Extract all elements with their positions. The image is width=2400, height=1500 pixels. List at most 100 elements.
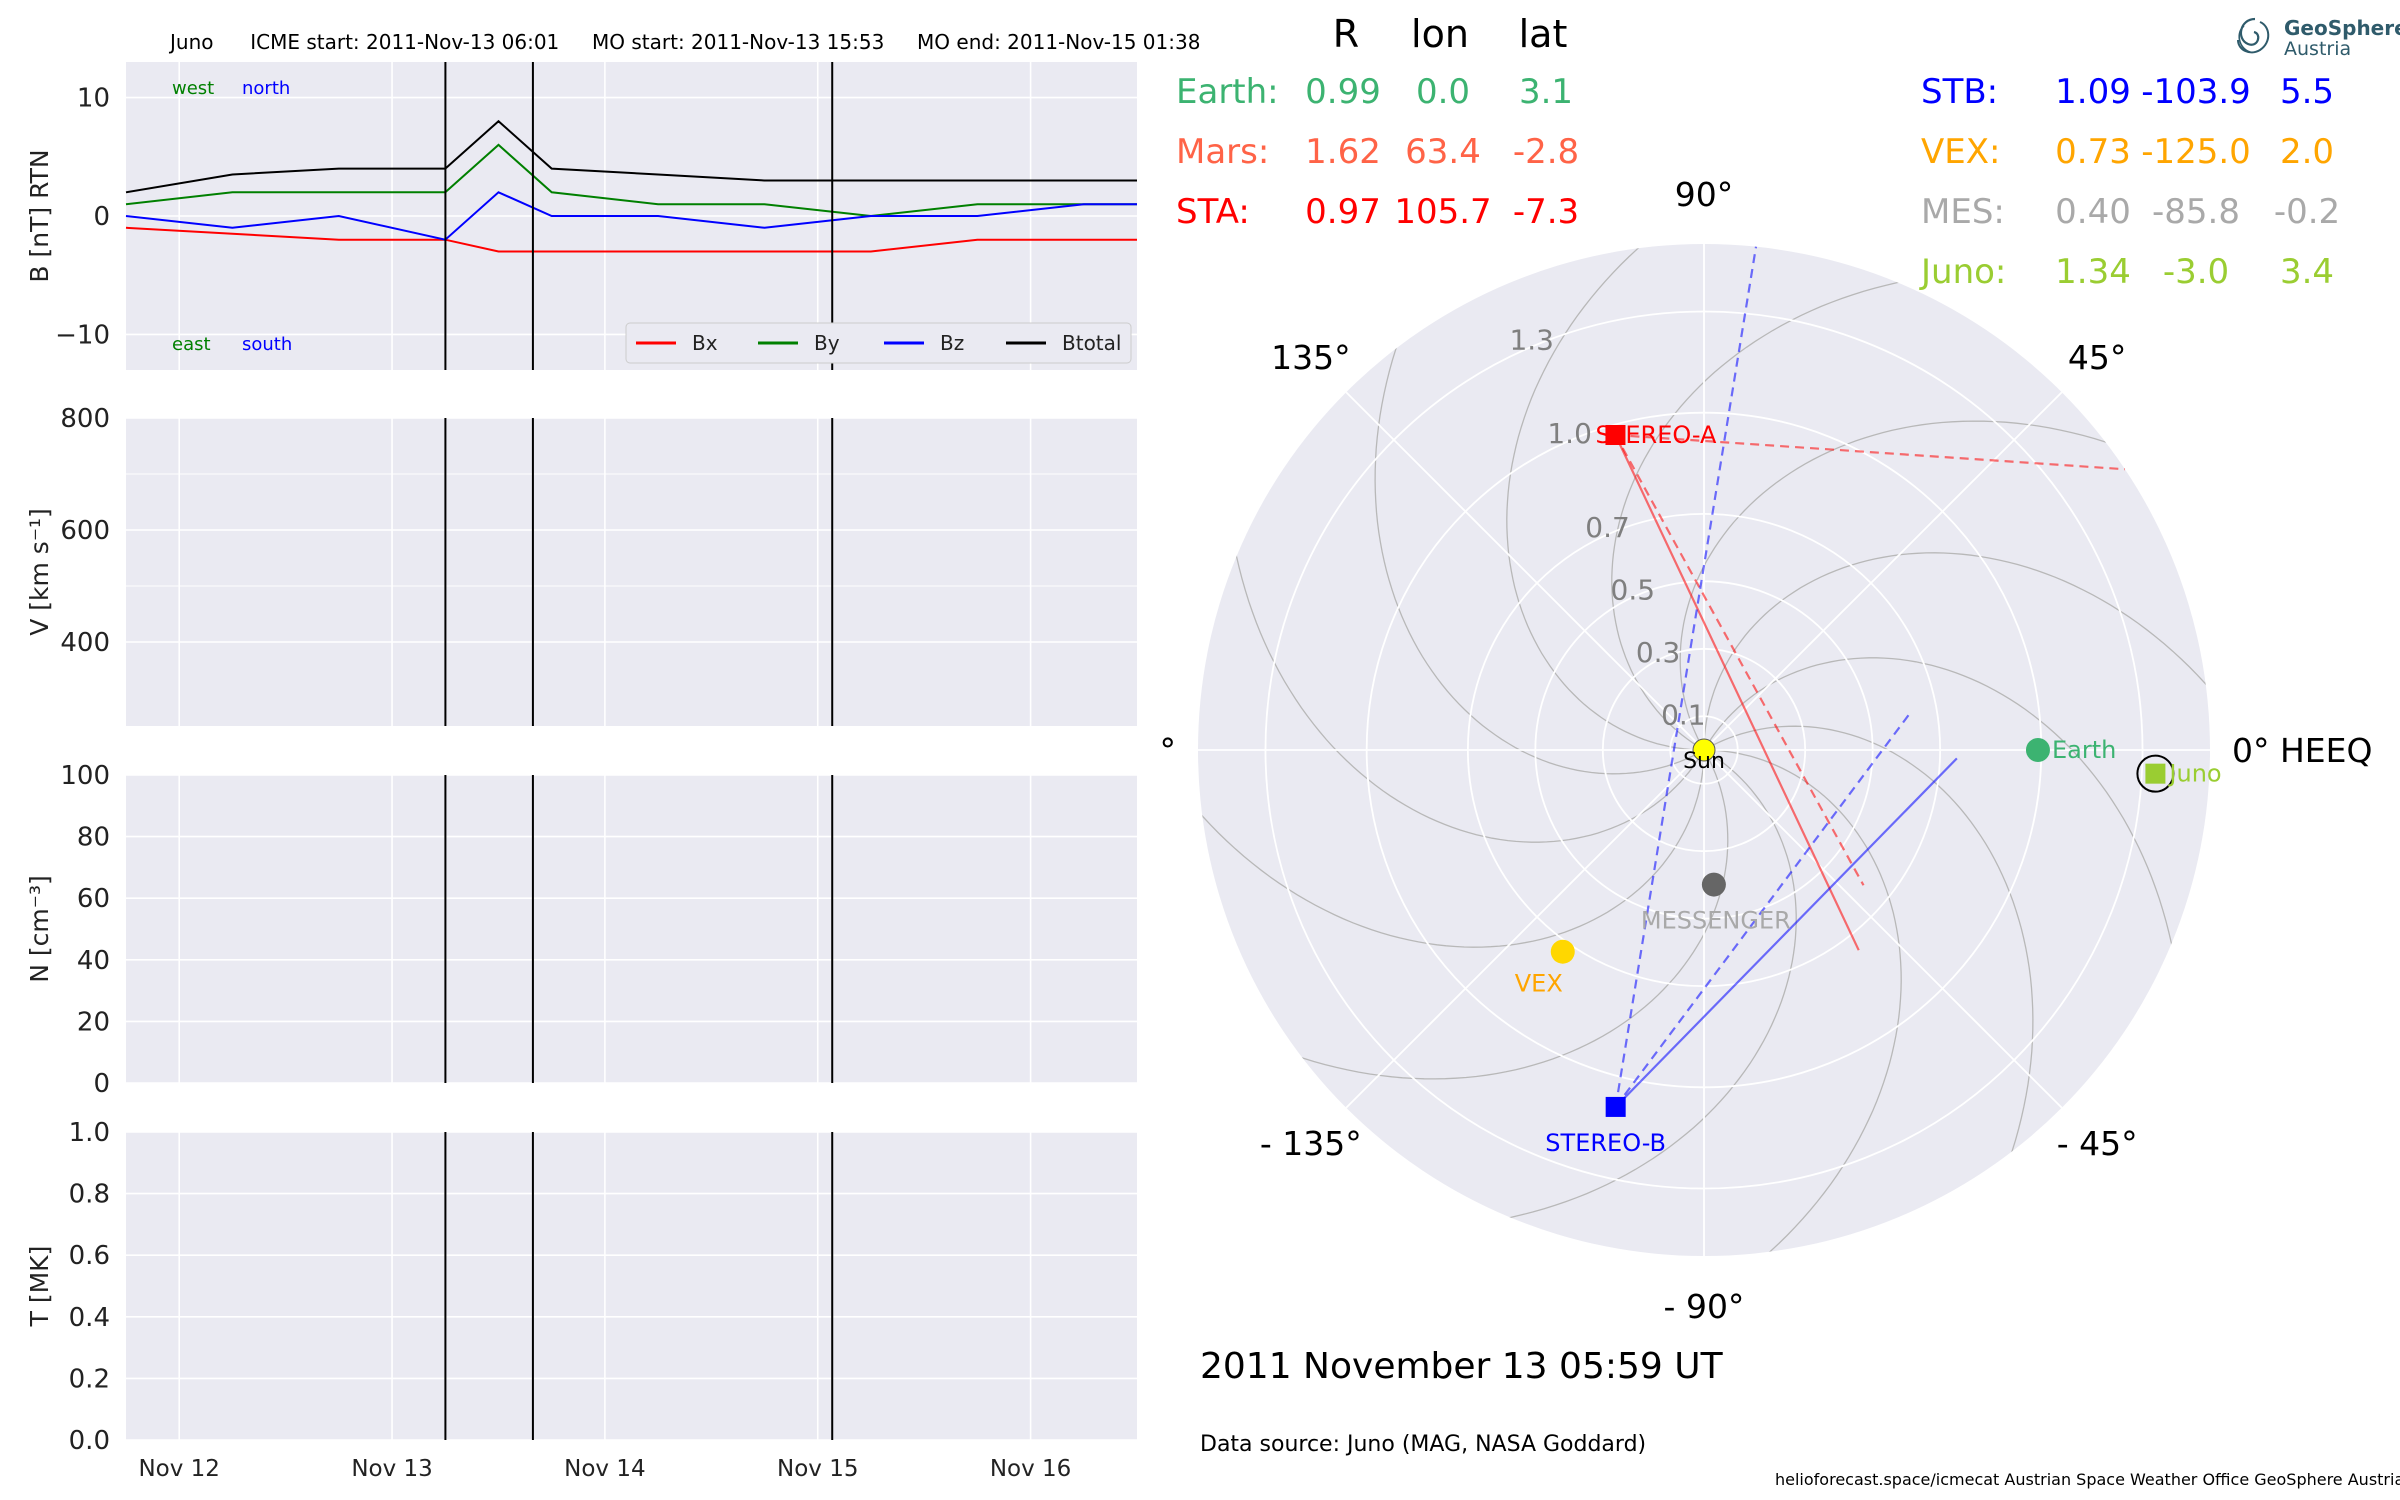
x-tick-label: Nov 13: [351, 1456, 432, 1482]
table-cell: 2.0: [2279, 132, 2335, 172]
angle-label: 0° HEEQ: [2232, 731, 2372, 770]
juno-highlight-ring: [2136, 754, 2175, 793]
sun-marker: [1692, 738, 1716, 762]
y-tick-label: 0.8: [69, 1180, 110, 1210]
parker-spiral-line: [1257, 749, 1729, 1080]
table-row-name: Juno:: [1921, 252, 2007, 292]
angle-label: +/- 180°: [1160, 731, 1176, 770]
radial-tick-label: 1.0: [1547, 417, 1592, 450]
parker-spiral-line: [1506, 244, 1705, 751]
messenger-marker: [1701, 872, 1726, 897]
y-tick-label: 600: [60, 516, 110, 546]
table-row-name: Mars:: [1176, 132, 1270, 172]
table-cell: -103.9: [2141, 72, 2251, 112]
sun-label: Sun: [1683, 749, 1725, 774]
y-tick-label: 0.0: [69, 1426, 110, 1456]
radial-tick-label: 1.3: [1509, 323, 1554, 356]
table-cell: 1.34: [2055, 252, 2131, 292]
y-axis-label: N [cm⁻³]: [25, 875, 54, 982]
angle-label: - 135°: [1260, 1124, 1362, 1163]
table-header: R: [1332, 12, 1360, 56]
logo-line1: GeoSphere: [2284, 16, 2400, 40]
y-tick-label: 0: [93, 1069, 110, 1099]
y-tick-label: 1.0: [69, 1118, 110, 1148]
y-tick-label: 100: [60, 761, 110, 791]
annotation-south: south: [242, 334, 292, 355]
panel-background-2: [126, 775, 1137, 1083]
table-cell: 1.09: [2055, 72, 2131, 112]
table-cell: 0.73: [2055, 132, 2131, 172]
parker-spiral-line: [1703, 749, 1902, 1256]
field-of-view-line: [1615, 433, 2126, 471]
parker-spiral-line: [1703, 552, 2210, 751]
table-cell: 105.7: [1394, 192, 1492, 232]
table-cell: 63.4: [1405, 132, 1481, 172]
table-cell: 3.4: [2279, 252, 2335, 292]
annotation-east: east: [172, 334, 211, 355]
table-cell: -7.3: [1512, 192, 1580, 232]
angle-label: - 45°: [2057, 1124, 2138, 1163]
earth-marker: [2025, 738, 2050, 762]
y-tick-label: 10: [77, 84, 110, 114]
table-cell: 0.99: [1305, 72, 1381, 112]
annotation-west: west: [172, 78, 214, 99]
series-line-Bx: [125, 226, 1137, 253]
legend-label: Bz: [940, 331, 964, 355]
y-axis-label: V [km s⁻¹]: [25, 508, 54, 636]
annotation-north: north: [242, 78, 290, 99]
field-of-view-line: [1614, 246, 1758, 1108]
mo-end: MO end: 2011-Nov-15 01:38: [917, 30, 1201, 54]
field-of-view-line: [1614, 712, 1911, 1108]
table-row-name: MES:: [1921, 192, 2005, 232]
y-tick-label: 60: [77, 884, 110, 914]
earth-label: Earth: [2052, 736, 2116, 764]
table-cell: -85.8: [2152, 192, 2240, 232]
panel-background-3: [126, 1132, 1137, 1440]
radial-tick-label: 0.5: [1611, 574, 1656, 607]
y-axis-label: T [MK]: [25, 1246, 54, 1328]
vex-marker: [1550, 939, 1575, 964]
stereoa-marker: [1605, 424, 1626, 445]
x-tick-label: Nov 12: [138, 1456, 219, 1482]
parker-spiral-line: [1198, 749, 1705, 948]
panel-background-1: [126, 418, 1137, 726]
juno-marker: [2145, 763, 2166, 784]
logo-line2: Austria: [2284, 38, 2352, 60]
legend-label: Bx: [692, 331, 718, 355]
parker-spiral-line: [1374, 303, 1705, 775]
plot-header: Juno ICME start: 2011-Nov-13 06:01 MO st…: [170, 30, 1200, 54]
vex-label: VEX: [1515, 970, 1563, 998]
parker-spiral-line: [1679, 420, 2151, 751]
stereoa-label: STEREO-A: [1595, 421, 1717, 449]
y-tick-label: 0.2: [69, 1364, 110, 1394]
y-axis-label: B [nT] RTN: [25, 149, 54, 282]
stereob-marker: [1605, 1096, 1626, 1117]
table-header: lat: [1518, 12, 1568, 56]
mo-start: MO start: 2011-Nov-13 15:53: [592, 30, 885, 54]
polar-plot: 0.1 0.3 0.5 0.7 1.0 1.3 90° 45° 0° HEEQ - 45° - 90…: [1160, 180, 2372, 1326]
spacecraft-name: Juno: [170, 30, 214, 54]
series-line-Btotal: [125, 119, 1137, 194]
legend-box: [625, 322, 1132, 364]
radial-tick-label: 0.7: [1585, 511, 1630, 544]
table-row-name: VEX:: [1921, 132, 2001, 172]
table-row-name: Earth:: [1176, 72, 1279, 112]
series-line-By: [125, 143, 1137, 218]
angle-label: 45°: [2068, 338, 2127, 377]
y-tick-label: 20: [77, 1007, 110, 1037]
y-tick-label: 80: [77, 823, 110, 853]
field-of-view-line: [1614, 434, 1860, 951]
stereob-label: STEREO-B: [1545, 1129, 1666, 1157]
table-cell: -125.0: [2141, 132, 2251, 172]
data-source: Data source: Juno (MAG, NASA Goddard): [1200, 1432, 1647, 1457]
angle-label: - 90°: [1664, 1287, 1745, 1326]
legend-label: Btotal: [1062, 331, 1121, 355]
footer-credits: helioforecast.space/icmecat Austrian Spa…: [1775, 1470, 2400, 1489]
field-of-view-line: [1614, 757, 1958, 1108]
angle-label: 135°: [1271, 338, 1351, 377]
icme-start: ICME start: 2011-Nov-13 06:01: [250, 30, 560, 54]
angular-gridline: [1345, 391, 1705, 751]
y-tick-label: 0.4: [69, 1303, 110, 1333]
field-of-view-line: [1614, 434, 1865, 886]
